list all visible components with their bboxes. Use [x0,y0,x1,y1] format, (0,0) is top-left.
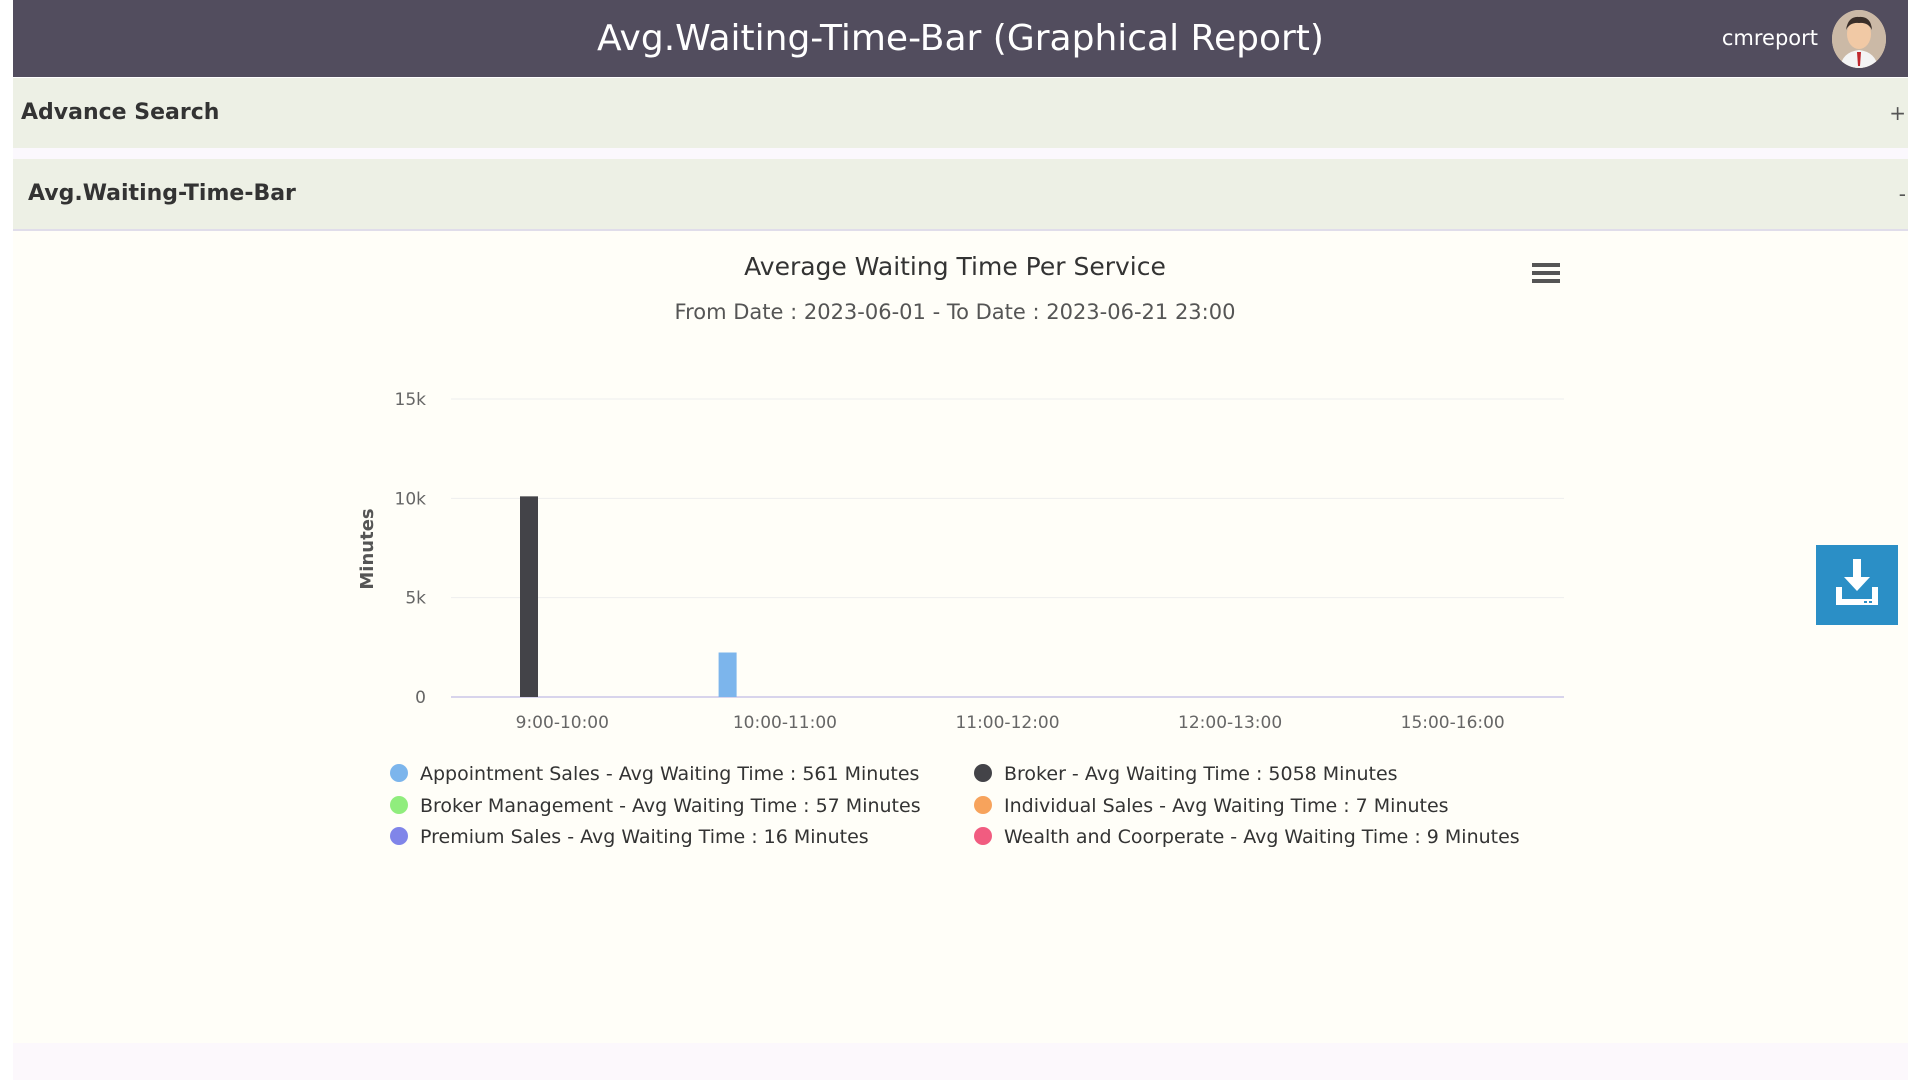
advance-search-title[interactable]: Advance Search [21,100,220,125]
legend-item[interactable]: Individual Sales - Avg Waiting Time : 7 … [974,795,1449,817]
advance-search-panel[interactable]: Advance Search + [13,78,1908,150]
panel-gap [13,148,1908,159]
username[interactable]: cmreport [1721,26,1818,50]
avatar[interactable] [1832,10,1886,68]
legend-marker-icon [390,827,408,845]
collapse-icon[interactable]: - [1898,182,1906,206]
hamburger-menu-icon[interactable] [1532,263,1560,283]
legend-marker-icon [974,764,992,782]
page-title: Avg.Waiting-Time-Bar (Graphical Report) [597,18,1324,59]
legend-marker-icon [390,796,408,814]
download-icon [1836,559,1878,605]
legend-marker-icon [390,764,408,782]
chart-panel-header[interactable]: Avg.Waiting-Time-Bar - [13,159,1908,231]
legend-item[interactable]: Broker - Avg Waiting Time : 5058 Minutes [974,763,1398,785]
chart-container [13,231,1908,1043]
download-button[interactable] [1816,545,1898,625]
legend-marker-icon [974,827,992,845]
legend-label[interactable]: Broker Management - Avg Waiting Time : 5… [420,795,921,817]
legend-item[interactable]: Appointment Sales - Avg Waiting Time : 5… [390,763,919,785]
top-header: Avg.Waiting-Time-Bar (Graphical Report) … [13,0,1908,77]
legend-label[interactable]: Wealth and Coorperate - Avg Waiting Time… [1004,826,1520,848]
legend-item[interactable]: Broker Management - Avg Waiting Time : 5… [390,795,921,817]
legend-marker-icon [974,796,992,814]
legend-label[interactable]: Broker - Avg Waiting Time : 5058 Minutes [1004,763,1398,785]
legend-item[interactable]: Wealth and Coorperate - Avg Waiting Time… [974,826,1520,848]
legend-label[interactable]: Premium Sales - Avg Waiting Time : 16 Mi… [420,826,869,848]
chart-panel-title[interactable]: Avg.Waiting-Time-Bar [28,181,296,206]
legend-label[interactable]: Individual Sales - Avg Waiting Time : 7 … [1004,795,1449,817]
page-footer-area [13,1043,1908,1080]
legend-item[interactable]: Premium Sales - Avg Waiting Time : 16 Mi… [390,826,869,848]
legend-label[interactable]: Appointment Sales - Avg Waiting Time : 5… [420,763,919,785]
expand-icon[interactable]: + [1889,101,1906,125]
